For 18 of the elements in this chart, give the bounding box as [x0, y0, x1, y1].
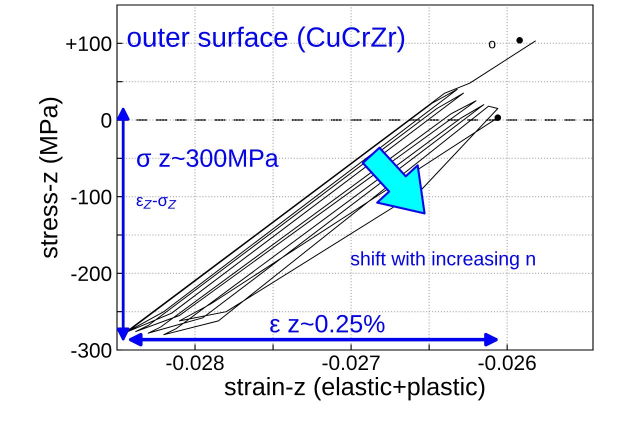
annotation: outer surface (CuCrZr)	[128, 26, 404, 52]
x-tick-label: -0.026	[478, 355, 536, 370]
y-tick-label: -100	[71, 190, 112, 204]
point	[494, 114, 502, 121]
y-tick-label: -300	[71, 343, 112, 358]
y-tick-label: +100	[66, 36, 112, 52]
annotation: o	[488, 40, 496, 48]
x-tick-label: -0.027	[322, 355, 380, 370]
x-tick-label: -0.028	[166, 355, 224, 370]
x-axis-title: strain-z (elastic+plastic)	[224, 377, 484, 400]
y-tick-label: -200	[71, 266, 112, 282]
annotation: ε z~0.25%	[270, 314, 385, 333]
annotation: shift with increasing n	[350, 251, 535, 270]
point	[516, 36, 523, 44]
y-axis-title: stress-z (MPa)	[39, 98, 62, 258]
annotation: ε$_{Z}$-σ$_{Z}$	[136, 196, 176, 209]
annotation: σ z~300MPa	[137, 149, 279, 167]
y-tick-label: 0	[101, 113, 112, 128]
